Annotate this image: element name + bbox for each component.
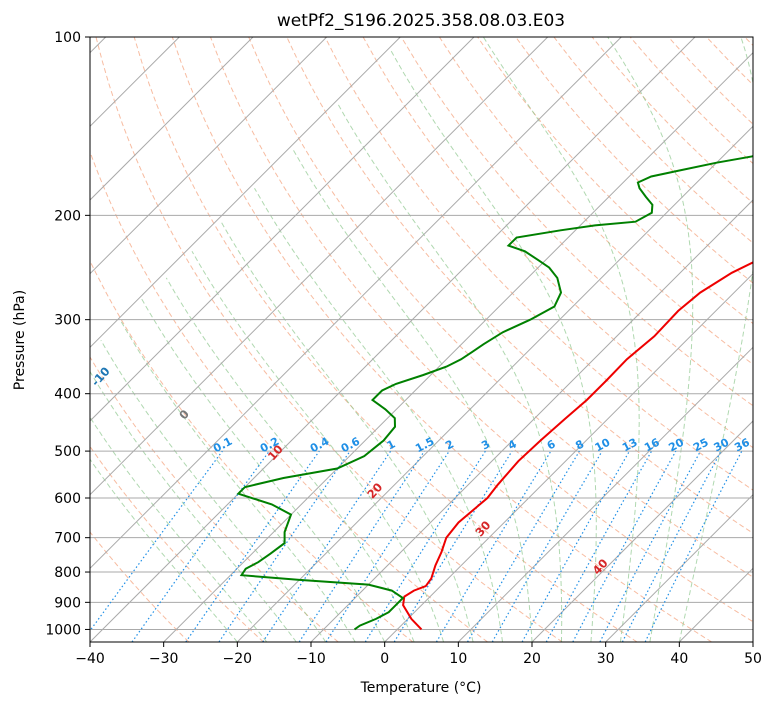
isotherm-line — [90, 37, 254, 201]
x-tick-label: 30 — [597, 651, 615, 667]
x-tick-label: 40 — [670, 651, 688, 667]
mixing-ratio-line — [131, 450, 270, 642]
y-axis: 100 200 300 400 500 600 700 800 900 1000 — [45, 30, 90, 638]
x-tick-label: 10 — [449, 651, 467, 667]
moist-adiabat-line — [100, 340, 327, 642]
x-axis: −40 −30 −20 −10 0 10 20 30 40 50 — [75, 642, 762, 667]
x-axis-label: Temperature (°C) — [360, 680, 482, 696]
mixing-ratio-label: 16 — [642, 436, 662, 455]
dry-adiabat-line — [90, 531, 190, 642]
moist-adiabat-line — [119, 319, 356, 642]
isotherm-line — [163, 51, 753, 642]
moist-adiabat-line — [254, 187, 503, 642]
moist-adiabat-line — [165, 277, 415, 642]
x-tick-label: 0 — [380, 651, 389, 667]
mixing-ratio-line — [545, 450, 653, 642]
chart-title: wetPf2_S196.2025.358.08.03.E03 — [277, 11, 565, 31]
isotherm-line — [605, 493, 753, 642]
mixing-ratio-line — [90, 450, 223, 632]
dry-adiabat-line — [515, 37, 753, 284]
plot-area — [90, 37, 753, 642]
isotherm-line — [90, 37, 696, 642]
isotherm-line — [236, 125, 753, 642]
mixing-ratio-line — [644, 450, 743, 642]
mixing-ratio-line — [262, 450, 392, 642]
mixing-ratio-line — [393, 450, 513, 642]
isotherm-line — [90, 37, 549, 496]
mixing-ratio-label: 30 — [712, 436, 732, 455]
dry-adiabat-line — [248, 37, 753, 578]
x-tick-label: 20 — [523, 651, 541, 667]
moist-adiabat-line — [220, 221, 474, 642]
dry-adiabat-line — [438, 37, 753, 366]
dry-adiabat-line — [95, 37, 563, 642]
y-tick-label: 200 — [54, 208, 81, 224]
isotherm-line — [457, 346, 753, 642]
y-tick-label: 900 — [54, 595, 81, 611]
isotherm-line — [384, 272, 753, 642]
isotherm-line — [531, 420, 753, 642]
moist-adiabat-line — [482, 37, 640, 642]
dry-adiabat-line — [324, 37, 753, 491]
y-tick-label: 100 — [54, 30, 81, 46]
moist-adiabat-line — [678, 37, 753, 642]
mixing-ratio-line — [185, 450, 320, 642]
mixing-ratio-line — [325, 450, 450, 642]
moist-adiabat-line — [140, 297, 386, 642]
y-tick-label: 400 — [54, 387, 81, 403]
y-tick-label: 800 — [54, 565, 81, 581]
x-tick-label: −20 — [223, 651, 253, 667]
x-tick-label: −40 — [75, 651, 105, 667]
mixing-ratio-line — [218, 450, 351, 642]
mixing-ratio-line — [521, 450, 631, 642]
mixing-ratio-line — [298, 450, 425, 642]
moist-adiabat-line — [607, 37, 694, 642]
y-axis-label: Pressure (hPa) — [12, 290, 28, 390]
x-tick-label: 50 — [744, 651, 762, 667]
x-tick-label: −10 — [296, 651, 326, 667]
mixing-ratio-label: 25 — [691, 436, 711, 455]
dry-adiabat-line — [90, 150, 488, 642]
y-tick-label: 300 — [54, 313, 81, 329]
dry-adiabat-line — [133, 37, 638, 642]
plot-frame — [89, 36, 754, 643]
moist-adiabat-line — [337, 104, 563, 642]
isotherm-line — [90, 37, 328, 275]
dry-adiabat-line — [90, 445, 264, 642]
isotherm-line — [90, 37, 622, 570]
isotherm-line — [90, 37, 475, 422]
dry-adiabat-line — [400, 37, 753, 407]
moist-adiabat-line — [191, 251, 445, 642]
mixing-ratio-label: 20 — [666, 436, 686, 455]
y-tick-label: 500 — [54, 444, 81, 460]
moist-adiabat-line — [292, 149, 533, 642]
x-tick-label: −30 — [149, 651, 179, 667]
temperature-line — [402, 261, 753, 631]
isotherm-line — [90, 37, 401, 349]
isotherm-line — [310, 199, 753, 642]
moist-adiabat-line — [90, 370, 297, 642]
moist-adiabat-line — [90, 416, 268, 642]
y-tick-label: 1000 — [45, 622, 81, 638]
moist-adiabat-line — [389, 49, 597, 642]
mixing-ratio-line — [572, 450, 677, 642]
mixing-ratio-label: 13 — [620, 436, 640, 455]
background-lines — [90, 37, 753, 642]
moist-adiabat-line — [90, 458, 238, 642]
y-tick-label: 700 — [54, 531, 81, 547]
mixing-ratio-label: 36 — [732, 436, 752, 455]
y-tick-label: 600 — [54, 491, 81, 507]
dry-adiabat-line — [90, 356, 339, 642]
isotherm-line — [752, 641, 753, 642]
mixing-ratio-label: 10 — [593, 436, 613, 455]
dry-adiabat-line — [210, 37, 753, 623]
